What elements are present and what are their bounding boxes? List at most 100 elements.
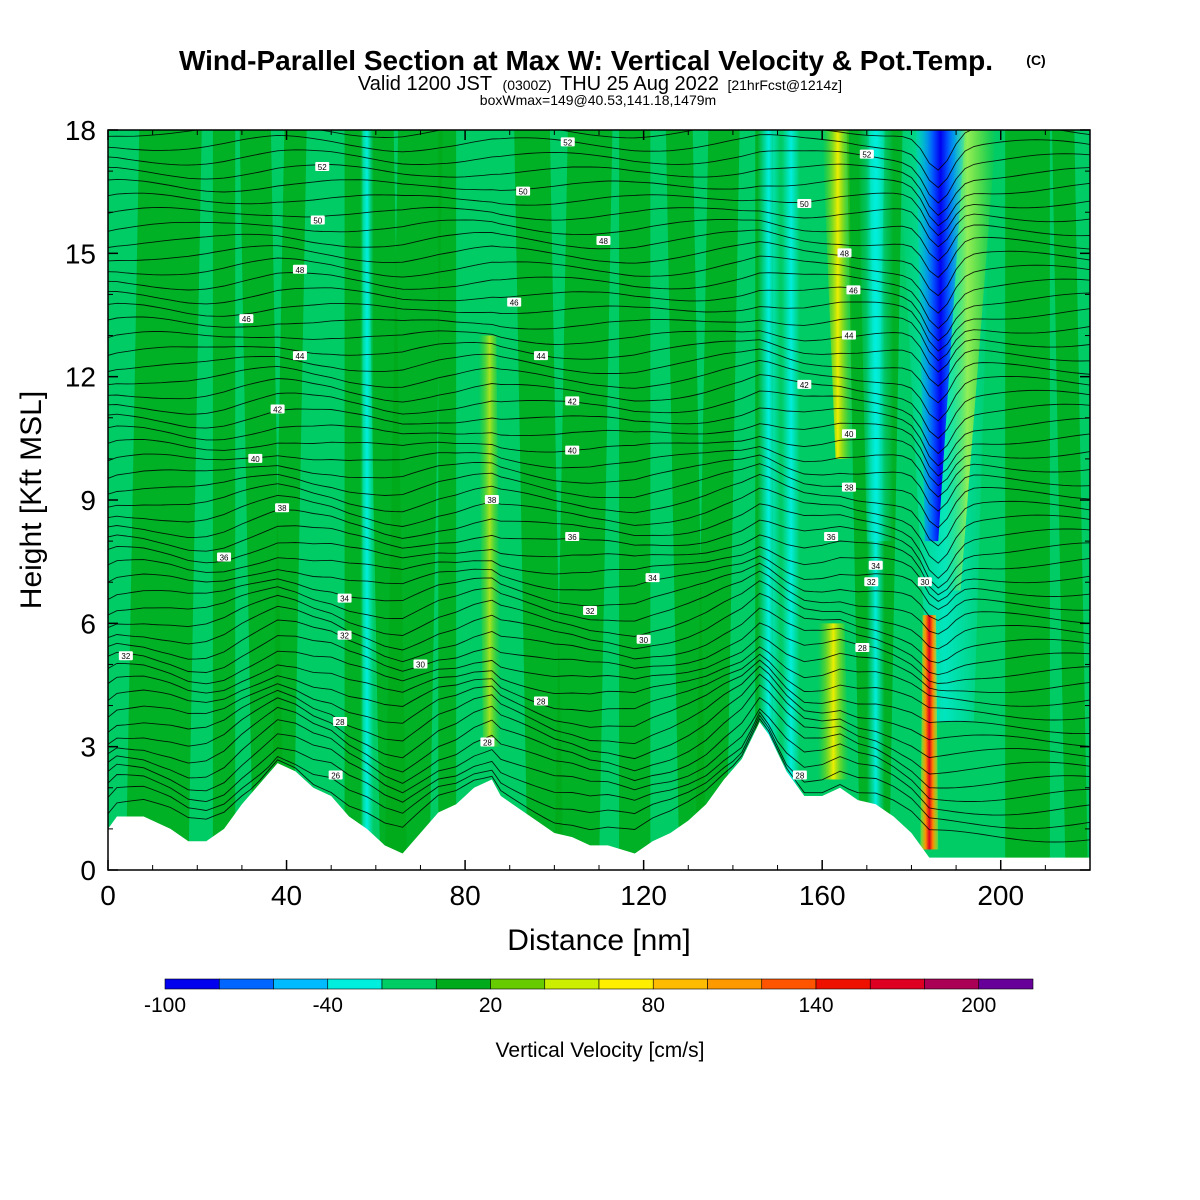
y-axis-label: Height [Kft MSL] [15,391,48,609]
svg-text:28: 28 [336,718,345,727]
theta-contour [108,192,1090,237]
theta-contour [108,301,1090,352]
contour-label: 30 [917,577,932,587]
svg-text:32: 32 [586,607,595,616]
updraft-band [478,335,501,747]
y-tick-label: 15 [65,238,96,269]
contour-label: 32 [118,651,133,661]
theta-contour [108,665,1090,747]
colorbar-swatch [815,978,871,990]
updraft-streak [344,130,363,870]
svg-text:44: 44 [537,352,546,361]
chart-subtitle: Valid 1200 JST (0300Z) THU 25 Aug 2022 [… [358,73,842,95]
subtitle-utc: (0300Z) [503,77,552,93]
theta-contour [108,659,1090,735]
theta-contour [108,348,1090,404]
updraft-band [817,623,849,780]
colorbar-swatch [869,978,925,990]
theta-contour [108,178,1090,227]
svg-text:34: 34 [340,595,349,604]
colorbar-swatch [978,978,1034,990]
contour-label: 44 [533,351,548,361]
svg-text:30: 30 [639,636,648,645]
theta-contour [108,272,1090,330]
theta-contour [108,607,1090,676]
svg-text:48: 48 [840,249,849,258]
downdraft-streak [782,130,800,870]
updraft-streak [384,130,443,870]
theta-contour [108,696,1090,789]
updraft-streak [1005,130,1050,870]
colorbar-swatch [327,978,383,990]
contour-label: 36 [217,552,232,563]
theta-contour [108,218,1090,262]
y-tick-label: 9 [80,485,96,516]
downdraft-band [857,130,894,542]
svg-text:34: 34 [871,562,880,571]
contour-label: 30 [413,659,428,669]
contour-label: 48 [596,236,611,246]
svg-text:36: 36 [827,533,836,542]
svg-text:44: 44 [295,352,304,361]
svg-text:30: 30 [416,660,425,669]
contour-label: 26 [328,770,343,780]
x-tick-label: 160 [799,880,846,911]
svg-text:50: 50 [800,200,809,209]
updraft-streak [665,130,707,870]
svg-text:48: 48 [295,266,304,275]
subtitle-date: THU 25 Aug 2022 [560,73,719,95]
contour-label: 36 [824,532,839,542]
theta-contour [108,286,1090,342]
svg-text:30: 30 [920,578,929,587]
chart-title: Wind-Parallel Section at Max W: Vertical… [179,45,993,76]
svg-text:40: 40 [568,447,577,456]
contour-label: 48 [292,264,307,275]
contour-label: 50 [797,199,812,209]
theta-contour [108,316,1090,362]
theta-contour [108,436,1090,487]
colorbar-swatch [218,978,274,990]
theta-contour [108,570,1090,635]
subtitle-valid: Valid 1200 JST [358,73,492,95]
colorbar-swatch [707,978,763,990]
y-tick-label: 0 [80,855,96,886]
theta-contour [108,149,1090,204]
contour-label: 46 [239,314,254,324]
svg-text:48: 48 [599,237,608,246]
theta-contour [108,241,1090,297]
svg-text:42: 42 [800,381,809,390]
contour-label: 42 [797,379,812,390]
theta-contour [108,339,1090,387]
theta-contour [108,454,1090,512]
svg-text:34: 34 [648,574,657,583]
potential-temperature-contours [108,130,1090,843]
svg-text:26: 26 [331,771,340,780]
subtitle-forecast: [21hrFcst@1214z] [727,77,842,93]
theta-contour [108,714,1090,830]
updraft-streak [514,130,564,870]
svg-text:38: 38 [278,504,287,513]
theta-contour [108,717,1090,843]
svg-text:52: 52 [318,163,327,172]
svg-text:46: 46 [510,299,519,308]
colorbar-label: Vertical Velocity [cm/s] [496,1039,705,1062]
contour-label: 38 [841,482,856,493]
contour-label: 28 [533,696,548,706]
theta-contour [108,708,1090,802]
theta-contour [108,653,1090,721]
contour-label: 44 [292,351,307,361]
contour-label: 32 [337,630,352,641]
contour-label: 52 [859,149,874,160]
contour-label: 32 [583,606,598,616]
terrain [108,722,1090,870]
contour-label: 52 [560,137,575,147]
theta-contour [108,562,1090,622]
colorbar: -100 -40 20 80 140 200 [144,978,1034,1017]
theta-contour [108,206,1090,248]
updraft-streak [212,130,236,870]
colorbar-swatch [435,978,491,990]
theta-contour [108,330,1090,373]
chart-subtitle-2: boxWmax=149@40.53,141.18,1479m [480,92,716,108]
